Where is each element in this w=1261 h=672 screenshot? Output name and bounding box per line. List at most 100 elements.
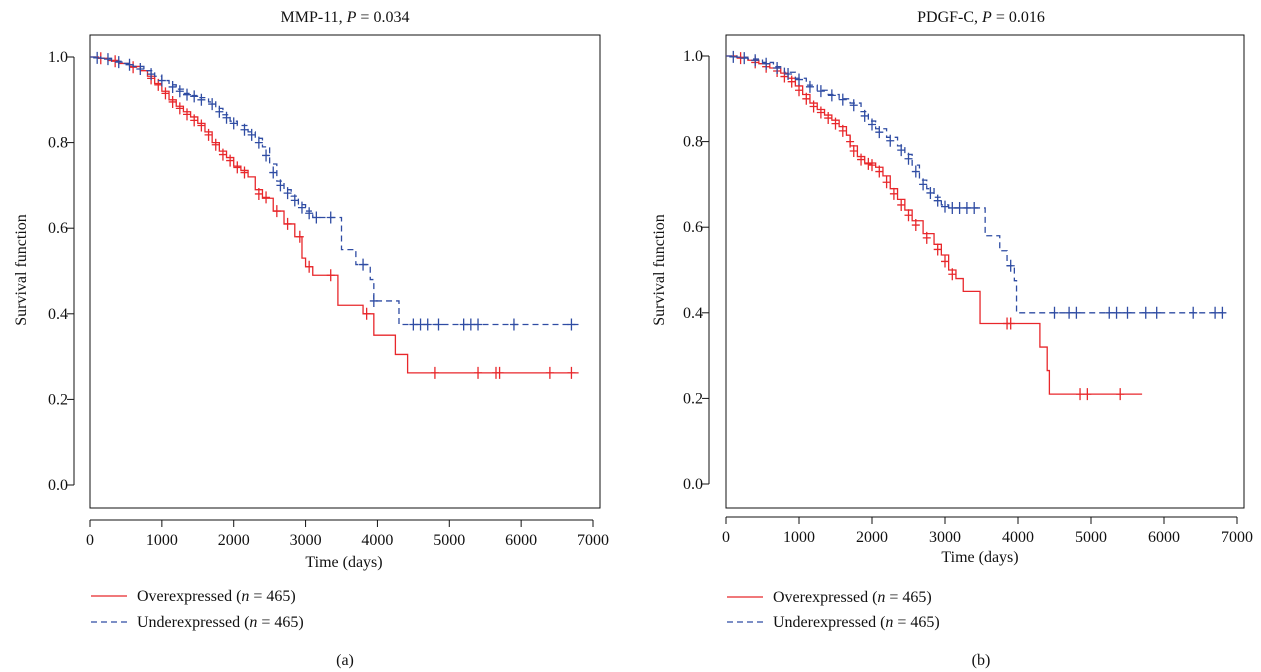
panel-b-underexpressed-censor-mark <box>1065 306 1074 319</box>
panel-b-x-tick-label: 6000 <box>1148 529 1180 546</box>
panel-b-plot <box>726 50 1227 401</box>
panel-a-overexpressed-censor-mark <box>190 114 199 127</box>
panel-b-y-axis-label: Survival function <box>651 214 668 326</box>
panel-a-underexpressed-censor-mark <box>103 53 112 66</box>
panel-a-underexpressed-censor-mark <box>305 207 314 220</box>
panel-a-overexpressed-censor-mark <box>272 205 281 218</box>
panel-b-overexpressed-censor-mark <box>948 268 957 281</box>
panel-b-overexpressed-censor-mark <box>1076 388 1085 401</box>
panel-b-underexpressed-censor-mark <box>1189 306 1198 319</box>
panel-b-overexpressed-censor-mark <box>802 92 811 105</box>
panel-a-legend-underexpressed-n: n <box>249 614 257 631</box>
panel-b-overexpressed-censor-mark <box>922 231 931 244</box>
panel-a-underexpressed-censor-mark <box>147 68 156 81</box>
panel-b-underexpressed-censor-mark <box>740 52 749 65</box>
panel-a-overexpressed-censor-mark <box>567 366 576 379</box>
panel-a-legend-overexpressed-n: n <box>241 588 249 605</box>
panel-b-underexpressed-censor-mark <box>933 194 942 207</box>
panel-b-title: PDGF-C, P = 0.016 <box>917 9 1045 26</box>
panel-a-overexpressed-censor-mark <box>262 191 271 204</box>
panel-b-y-tick-label: 0.8 <box>683 134 703 151</box>
panel-b-underexpressed-censor-mark <box>1211 306 1220 319</box>
panel-a-underexpressed-censor-mark <box>434 318 443 331</box>
panel-a-underexpressed-censor-mark <box>240 123 249 136</box>
panel-a-x-tick-label: 4000 <box>361 532 393 549</box>
panel-a-underexpressed-censor-mark <box>359 258 368 271</box>
panel-b-underexpressed-censor-mark <box>970 201 979 214</box>
panel-a-underexpressed-censor-mark <box>190 90 199 103</box>
panel-a-x-tick-label: 5000 <box>433 532 465 549</box>
panel-a-x-axis-label: Time (days) <box>305 554 382 571</box>
panel-b-overexpressed-censor-mark <box>1006 317 1015 330</box>
panel-a: MMP-11, P = 0.034 0 1000 2000 3000 4000 5000 6… <box>13 9 609 669</box>
panel-b-underexpressed-censor-mark <box>860 109 869 122</box>
panel-a-underexpressed-censor-mark <box>269 166 278 179</box>
panel-b-underexpressed-curve <box>726 55 1223 314</box>
panel-b-legend-underexpressed-n: n <box>885 614 893 631</box>
panel-b-title-name: PDGF-C, <box>917 9 978 26</box>
panel-a-underexpressed-censor-mark <box>567 318 576 331</box>
panel-a-underexpressed-censor-mark <box>114 56 123 69</box>
panel-b-overexpressed-censor-mark <box>846 135 855 148</box>
panel-a-underexpressed-censor-mark <box>283 187 292 200</box>
panel-a-y-axis-label: Survival function <box>13 214 30 326</box>
panel-a-overexpressed-censor-mark <box>283 217 292 230</box>
panel-a-overexpressed-censor-mark <box>362 307 371 320</box>
panel-a-x-tick-label: 3000 <box>290 532 322 549</box>
panel-a-legend-overexpressed-post: = 465) <box>249 588 295 605</box>
panel-a-underexpressed-censor-mark <box>474 318 483 331</box>
panel-b-x-tick-label: 5000 <box>1075 529 1107 546</box>
panel-b-title-p-value: = 0.016 <box>996 9 1045 26</box>
panel-b-underexpressed-censor-mark <box>868 118 876 131</box>
panel-b-y-tick-label: 0.4 <box>683 305 703 322</box>
panel-a-y-tick-label: 0.2 <box>48 391 68 408</box>
panel-a-underexpressed-censor-mark <box>183 88 192 101</box>
panel-b-y-axis: 0.0 0.2 0.4 0.6 0.8 1.0 <box>683 48 710 493</box>
panel-b-underexpressed-censor-mark <box>919 178 928 191</box>
panel-b-overexpressed-censor-mark <box>933 243 942 256</box>
panel-a-y-tick-label: 0.8 <box>48 135 68 152</box>
panel-b-legend-overexpressed: Overexpressed (n = 465) <box>727 589 932 606</box>
panel-b-legend-overexpressed-post: = 465) <box>885 589 931 606</box>
panel-b-underexpressed-censor-mark <box>1105 306 1114 319</box>
panel-a-overexpressed-censor-mark <box>326 269 335 282</box>
panel-b-overexpressed-censor-mark <box>911 219 920 232</box>
panel-a-overexpressed-censor-mark <box>254 187 263 200</box>
panel-b-overexpressed-censor-mark <box>904 209 913 222</box>
panel-b-legend-underexpressed-pre: Underexpressed ( <box>773 614 885 631</box>
panel-a-overexpressed-censor-mark <box>211 138 220 151</box>
panel-a-plot-frame <box>89 34 601 509</box>
panel-a-overexpressed-censor-mark <box>233 161 242 174</box>
panel-b-underexpressed-censor-mark <box>795 73 803 86</box>
panel-a-underexpressed-censor-mark <box>290 194 299 207</box>
panel-b-underexpressed-censor-mark <box>849 99 858 112</box>
panel-a-underexpressed-censor-mark <box>409 318 418 331</box>
panel-b-overexpressed-censor-mark <box>857 153 866 166</box>
panel-b-underexpressed-censor-mark <box>1152 306 1161 319</box>
panel-a-underexpressed-censor-mark <box>215 105 224 118</box>
panel-a-legend-underexpressed-post: = 465) <box>257 614 303 631</box>
panel-b-underexpressed-censor-mark <box>838 93 847 106</box>
panel-b-overexpressed-censor-mark <box>824 112 833 125</box>
panel-a-legend-underexpressed-pre: Underexpressed ( <box>137 614 249 631</box>
panel-b-underexpressed-censor-mark <box>941 200 949 213</box>
panel-a-title-p-symbol: P <box>346 9 357 26</box>
panel-b-overexpressed-censor-mark <box>1116 388 1125 401</box>
panel-b: PDGF-C, P = 0.016 0 1000 2000 3000 4000 5000 6… <box>651 9 1253 669</box>
panel-b-x-tick-label: 7000 <box>1221 529 1253 546</box>
panel-a-overexpressed-censor-mark <box>545 366 554 379</box>
panel-b-underexpressed-censor-mark <box>886 134 895 147</box>
panel-b-plot-frame <box>725 34 1245 509</box>
panel-b-overexpressed-censor-mark <box>941 255 949 268</box>
panel-a-overexpressed-censor-mark <box>295 230 304 243</box>
panel-a-overexpressed-curve <box>90 56 579 374</box>
panel-a-label: (a) <box>336 652 354 669</box>
panel-b-overexpressed-censor-mark <box>816 106 825 119</box>
panel-b-overexpressed-censor-mark <box>1083 388 1092 401</box>
panel-b-x-tick-label: 0 <box>722 529 730 546</box>
panel-b-y-tick-label: 0.6 <box>683 219 703 236</box>
panel-b-overexpressed-censor-mark <box>868 159 876 172</box>
panel-b-underexpressed-censor-mark <box>926 186 935 199</box>
panel-b-overexpressed-censor-mark <box>875 165 884 178</box>
